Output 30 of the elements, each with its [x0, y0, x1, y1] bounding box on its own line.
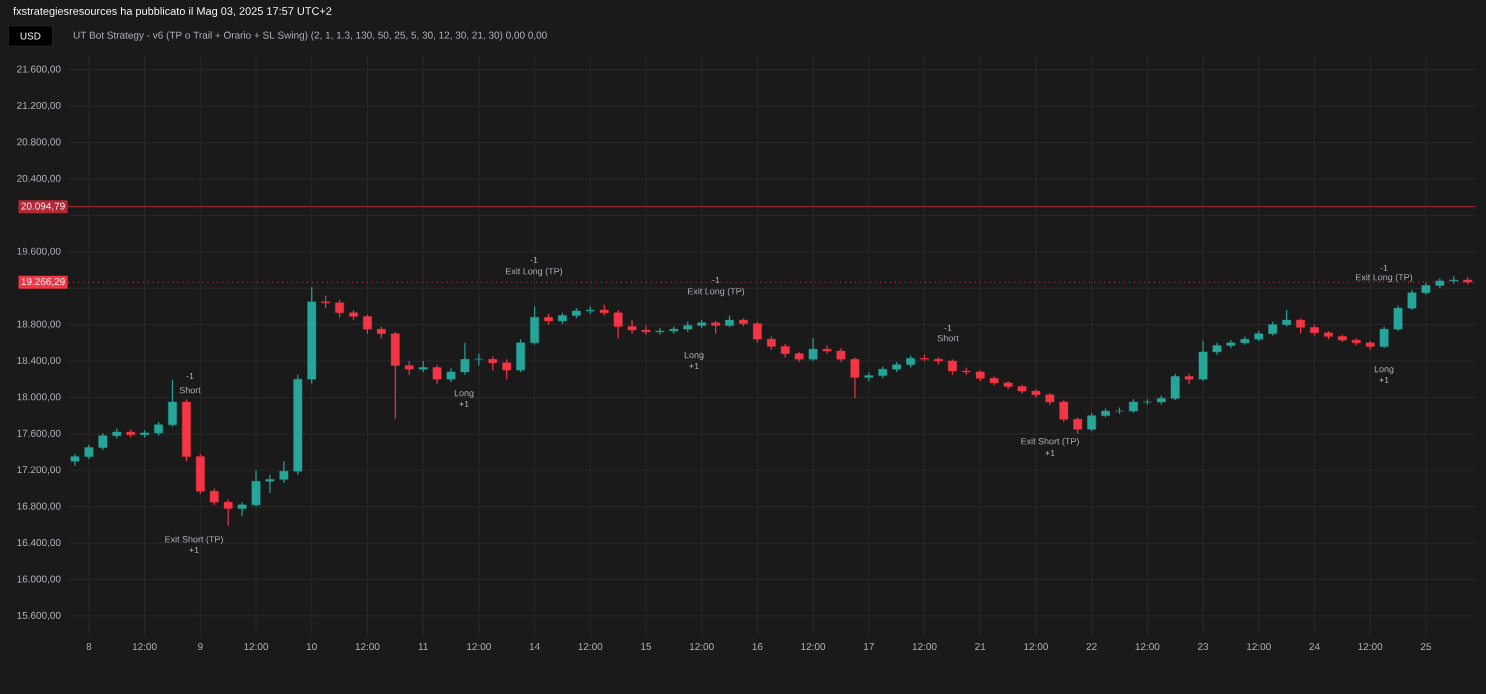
candlestick	[808, 337, 818, 362]
candlestick	[195, 453, 205, 495]
candlestick	[530, 305, 539, 346]
candlestick	[627, 319, 637, 335]
candlestick	[641, 324, 651, 336]
candlestick	[1393, 304, 1403, 332]
candlestick	[474, 353, 484, 367]
candlestick	[502, 358, 512, 380]
candlestick	[850, 356, 860, 399]
candlestick	[1198, 340, 1208, 382]
candlestick	[223, 498, 233, 527]
candlestick	[390, 331, 400, 419]
candlestick	[753, 321, 762, 344]
candlestick	[432, 364, 442, 385]
candlestick	[516, 338, 526, 373]
candlestick	[655, 327, 665, 336]
candlestick	[1087, 412, 1097, 432]
candlestick	[279, 460, 289, 484]
candlestick	[1379, 325, 1389, 349]
candlestick	[168, 379, 177, 428]
candlestick	[363, 313, 372, 335]
candlestick	[1184, 373, 1194, 385]
candlestick	[265, 474, 275, 494]
candlestick	[613, 309, 623, 339]
candlestick	[1170, 373, 1180, 401]
candlestick	[460, 342, 470, 376]
candlestick	[237, 501, 247, 517]
candlestick	[1059, 399, 1069, 423]
candlestick	[251, 469, 261, 508]
candlestick	[1407, 289, 1417, 311]
